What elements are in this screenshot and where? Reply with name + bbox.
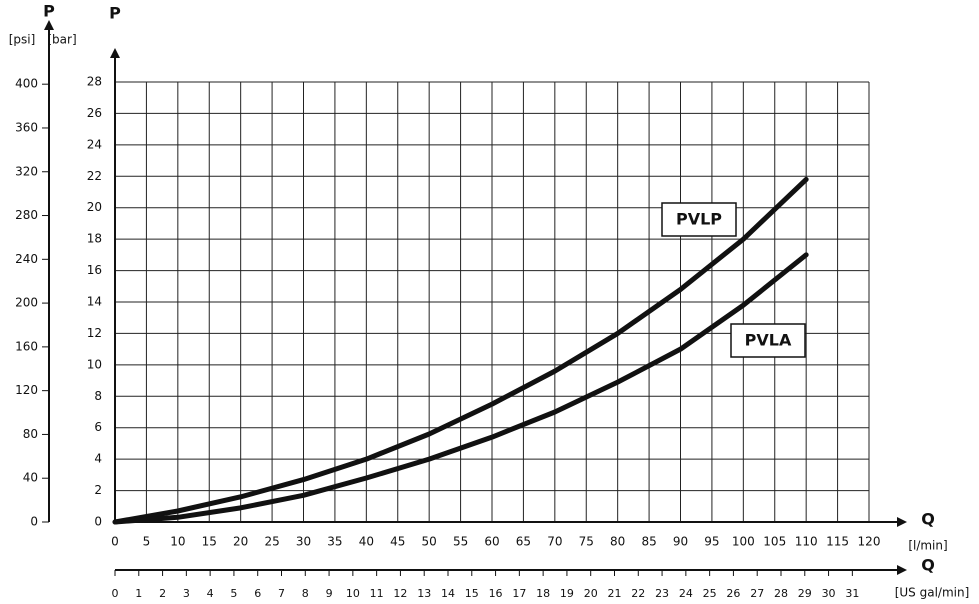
x-unit: [l/min] <box>908 539 947 553</box>
y-tick-label: 2 <box>94 483 102 497</box>
x2-tick-label: 14 <box>441 587 455 600</box>
x2-tick-label: 22 <box>631 587 645 600</box>
y-tick-label: 26 <box>87 106 102 120</box>
x-tick-label: 80 <box>610 535 625 549</box>
curve <box>112 176 809 525</box>
x2-tick-label: 30 <box>822 587 836 600</box>
x2-tick-label: 17 <box>512 587 526 600</box>
y-tick-label: 20 <box>87 200 102 214</box>
x-tick-label: 60 <box>484 535 499 549</box>
x-tick-label: 95 <box>704 535 719 549</box>
x2-tick-label: 8 <box>302 587 309 600</box>
y2-tick-label: 0 <box>30 515 38 529</box>
x-tick-label: 75 <box>579 535 594 549</box>
x-tick-label: 110 <box>795 535 818 549</box>
y-tick-label: 28 <box>87 75 102 89</box>
x2-tick-label: 5 <box>230 587 237 600</box>
y-tick-label: 6 <box>94 420 102 434</box>
x-tick-label: 50 <box>422 535 437 549</box>
x-tick-label: 25 <box>264 535 279 549</box>
y-tick-label: 0 <box>94 515 102 529</box>
y-label: P <box>109 4 121 23</box>
x2-tick-label: 29 <box>798 587 812 600</box>
y-tick-label: 22 <box>87 169 102 183</box>
x-tick-label: 85 <box>641 535 656 549</box>
x2-label: Q <box>921 556 935 575</box>
x2-tick-label: 11 <box>370 587 384 600</box>
y2-tick-label: 280 <box>15 208 38 222</box>
x2-tick-label: 7 <box>278 587 285 600</box>
y-tick-label: 8 <box>94 389 102 403</box>
x2-tick-label: 16 <box>489 587 503 600</box>
x2-tick-label: 20 <box>584 587 598 600</box>
x2-tick-label: 15 <box>465 587 479 600</box>
x2-tick-label: 31 <box>845 587 859 600</box>
x-tick-label: 30 <box>296 535 311 549</box>
series-label-box <box>730 323 806 358</box>
series-label: PVLP <box>676 210 722 229</box>
grid <box>114 81 870 523</box>
y-tick-label: 18 <box>87 232 102 246</box>
x-tick-label: 45 <box>390 535 405 549</box>
x-tick-label: 0 <box>111 535 119 549</box>
y2-tick-label: 200 <box>15 296 38 310</box>
x2-tick-label: 0 <box>112 587 119 600</box>
y2-tick-label: 120 <box>15 383 38 397</box>
x2-tick-label: 23 <box>655 587 669 600</box>
x2-tick-label: 24 <box>679 587 693 600</box>
y2-tick-label: 320 <box>15 164 38 178</box>
series-label-box <box>661 202 737 237</box>
x-tick-label: 65 <box>516 535 531 549</box>
y2-tick-label: 80 <box>23 427 38 441</box>
x2-tick-label: 9 <box>326 587 333 600</box>
x-tick-label: 15 <box>202 535 217 549</box>
x-tick-label: 100 <box>732 535 755 549</box>
x2-tick-label: 6 <box>254 587 261 600</box>
y2-tick-label: 40 <box>23 471 38 485</box>
x2-tick-label: 28 <box>774 587 788 600</box>
x2-tick-label: 19 <box>560 587 574 600</box>
x-tick-label: 20 <box>233 535 248 549</box>
x2-tick-label: 18 <box>536 587 550 600</box>
x2-tick-label: 25 <box>703 587 717 600</box>
x2-tick-label: 13 <box>417 587 431 600</box>
x2-unit: [US gal/min] <box>895 586 970 600</box>
x-tick-label: 120 <box>858 535 881 549</box>
x2-tick-label: 2 <box>159 587 166 600</box>
x2-tick-label: 26 <box>726 587 740 600</box>
x2-tick-label: 4 <box>207 587 214 600</box>
x-tick-label: 105 <box>763 535 786 549</box>
x-tick-label: 5 <box>143 535 151 549</box>
x-tick-label: 90 <box>673 535 688 549</box>
x2-tick-label: 21 <box>607 587 621 600</box>
y2-tick-label: 360 <box>15 120 38 134</box>
y-tick-label: 4 <box>94 452 102 466</box>
x-tick-label: 10 <box>170 535 185 549</box>
x2-tick-label: 1 <box>135 587 142 600</box>
y-unit: [bar] <box>47 33 76 47</box>
x2-tick-label: 12 <box>393 587 407 600</box>
y2-unit: [psi] <box>9 33 36 47</box>
x-tick-label: 40 <box>359 535 374 549</box>
y-tick-label: 24 <box>87 137 102 151</box>
x-tick-label: 35 <box>327 535 342 549</box>
series-label: PVLA <box>745 331 792 350</box>
x2-tick-label: 10 <box>346 587 360 600</box>
x2-tick-label: 27 <box>750 587 764 600</box>
x-tick-label: 70 <box>547 535 562 549</box>
y2-tick-label: 400 <box>15 77 38 91</box>
y-tick-label: 16 <box>87 263 102 277</box>
y-tick-label: 12 <box>87 326 102 340</box>
x2-tick-label: 3 <box>183 587 190 600</box>
y-tick-label: 10 <box>87 357 102 371</box>
y-tick-label: 14 <box>87 295 102 309</box>
x-tick-label: 55 <box>453 535 468 549</box>
curve <box>112 252 809 525</box>
x-tick-label: 115 <box>826 535 849 549</box>
y2-tick-label: 240 <box>15 252 38 266</box>
y2-label: P <box>43 2 55 21</box>
y2-tick-label: 160 <box>15 339 38 353</box>
x-label: Q <box>921 510 935 529</box>
